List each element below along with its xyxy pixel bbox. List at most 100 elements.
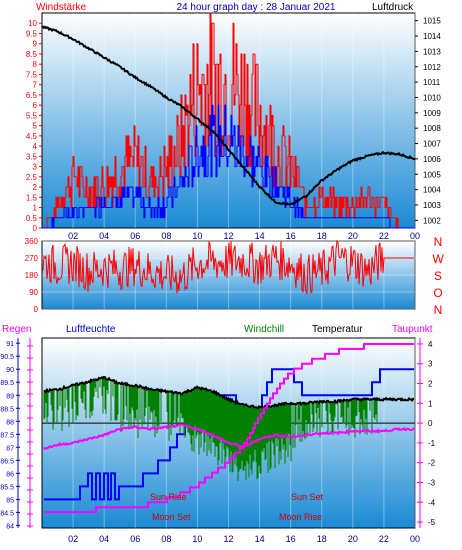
direction-y-tick-label: 360 [25,237,39,246]
wind-series [43,12,415,229]
event-sun-set: Sun Set [291,492,324,502]
event-sun-rise: Sun Rise [150,492,187,502]
direction-y-tick-label: 270 [25,254,39,263]
pressure-y-tick-label: 1008 [423,124,441,133]
humidity-y-tick-label: 90.5 [0,354,14,361]
wind-y-tick-label: 0 [33,224,38,233]
event-moon-set: Moon Set [152,512,191,522]
humidity-y-tick-label: 84.5 [0,510,14,517]
humidity-y-tick-label: 91 [6,341,14,348]
wind-y-tick-label: 1.5 [26,193,38,202]
wind-y-tick-label: 7 [33,81,38,90]
wind-y-tick-label: 6.5 [26,91,38,100]
pressure-y-tick-label: 1006 [423,155,441,164]
label-temperatur: Temperatur [312,324,363,335]
wind-y-tick-label: 9 [33,40,38,49]
humidity-y-tick-label: 90 [6,367,14,374]
climate-x-tick-label: 08 [161,534,171,544]
label-windchill: Windchill [244,324,284,335]
climate-x-tick-label: 06 [130,534,140,544]
pressure-y-tick-label: 1015 [423,17,441,26]
wind-x-tick-label: 10 [192,231,202,241]
temperature-y-tick-label: 4 [428,340,433,349]
wind-x-tick-label: 14 [255,231,265,241]
wind-y-tick-label: 4 [33,142,38,151]
wind-x-tick-label: 06 [130,231,140,241]
direction-series [42,239,414,295]
wind-x-tick-label: 04 [99,231,109,241]
compass-w: W [432,252,444,266]
direction-line [42,239,414,295]
humidity-y-tick-label: 87.5 [0,432,14,439]
humidity-y-tick-label: 87 [6,445,14,452]
pressure-y-tick-label: 1012 [423,63,441,72]
rain-line [44,342,414,514]
humidity-y-tick-label: 89 [6,393,14,400]
temperature-line [43,375,414,410]
pressure-y-tick-label: 1007 [423,140,441,149]
climate-x-tick-label: 04 [99,534,109,544]
wind-y-tick-label: 5 [33,122,38,131]
temperature-y-tick-label: -5 [428,518,436,527]
header-windstaerke: Windstärke [36,2,86,13]
wind-y-tick-label: 5.5 [26,111,38,120]
humidity-y-tick-label: 88 [6,419,14,426]
wind-y-tick-label: 3 [33,163,38,172]
wind-y-tick-label: 8 [33,60,38,69]
compass-n: N [434,303,443,317]
humidity-y-tick-label: 89.5 [0,380,14,387]
climate-x-tick-label: 00 [410,534,420,544]
climate-x-tick-label: 14 [255,534,265,544]
temperature-y-tick-label: -3 [428,478,436,487]
humidity-y-tick-label: 85.5 [0,484,14,491]
temperature-y-tick-label: -1 [428,439,436,448]
wind-average-line [43,104,415,229]
pressure-y-tick-label: 1014 [423,32,441,41]
compass-n: N [434,235,443,249]
humidity-y-tick-label: 86.5 [0,458,14,465]
pressure-y-tick-label: 1009 [423,109,441,118]
climate-x-tick-label: 20 [348,534,358,544]
climate-x-tick-label: 12 [223,534,233,544]
header-luftdruck: Luftdruck [372,2,414,13]
climate-x-tick-label: 18 [317,534,327,544]
humidity-y-tick-label: 88.5 [0,406,14,413]
temperature-y-tick-label: 2 [428,380,433,389]
label-taupunkt: Taupunkt [392,324,433,335]
wind-x-tick-label: 18 [317,231,327,241]
pressure-series [41,25,416,206]
label-luftfeuchte: Luftfeuchte [66,324,116,335]
pressure-y-tick-label: 1013 [423,47,441,56]
climate-x-tick-label: 10 [192,534,202,544]
temperature-y-tick-label: 3 [428,360,433,369]
wind-y-tick-label: 3.5 [26,152,38,161]
temperature-y-tick-label: 1 [428,399,433,408]
climate-series [43,342,415,514]
temperature-y-tick-label: -2 [428,459,436,468]
climate-x-tick-label: 16 [286,534,296,544]
wind-y-tick-label: 8.5 [26,50,38,59]
pressure-line [41,25,416,206]
wind-x-tick-label: 02 [68,231,78,241]
temperature-y-tick-label: -4 [428,498,436,507]
wind-y-tick-label: 2.5 [26,173,38,182]
header-title: 24 hour graph day : 28 Januar 2021 [176,2,335,13]
wind-x-tick-label: 12 [223,231,233,241]
pressure-y-tick-label: 1003 [423,201,441,210]
wind-y-tick-label: 4.5 [26,132,38,141]
wind-y-tick-label: 9.5 [26,29,38,38]
wind-axis-ticks: 02 04 06 08 10 12 14 16 18 20 22 0000.511.522.533.5… [26,17,441,241]
pressure-y-tick-label: 1002 [423,216,441,225]
label-regen: Regen [2,324,31,335]
climate-x-tick-label: 22 [379,534,389,544]
direction-y-tick-label: 180 [25,271,39,280]
direction-y-tick-label: 90 [29,288,38,297]
windchill-bars [43,377,378,481]
wind-y-tick-label: 0.5 [26,214,38,223]
wind-x-tick-label: 20 [348,231,358,241]
wind-x-tick-label: 22 [379,231,389,241]
wind-y-tick-label: 1 [33,204,38,213]
pressure-y-tick-label: 1004 [423,186,441,195]
